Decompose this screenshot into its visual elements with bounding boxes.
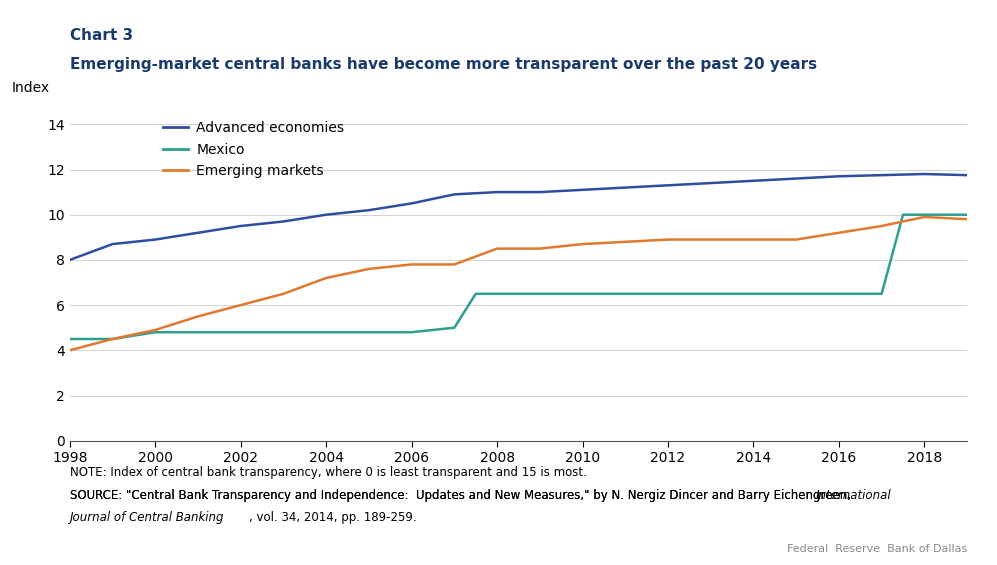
Mexico (107, 336, 119, 342)
Emerging markets (234, 302, 246, 308)
Emerging markets (961, 216, 973, 223)
Mexico (533, 290, 545, 297)
Advanced economies (875, 172, 887, 179)
Advanced economies (533, 189, 545, 195)
Emerging markets (918, 214, 930, 220)
Mexico (791, 290, 803, 297)
Emerging markets (533, 245, 545, 252)
Emerging markets (875, 223, 887, 229)
Text: , vol. 34, 2014, pp. 189-259.: , vol. 34, 2014, pp. 189-259. (249, 511, 417, 524)
Mexico (192, 329, 204, 336)
Emerging markets (748, 236, 760, 243)
Mexico (875, 290, 887, 297)
Advanced economies (961, 172, 973, 179)
Mexico (492, 290, 503, 297)
Mexico (748, 290, 760, 297)
Text: NOTE: Index of central bank transparency, where 0 is least transparent and 15 is: NOTE: Index of central bank transparency… (70, 466, 586, 479)
Advanced economies (449, 191, 461, 198)
Advanced economies (320, 211, 332, 218)
Advanced economies (791, 175, 803, 182)
Emerging markets (192, 313, 204, 320)
Mexico (832, 290, 844, 297)
Emerging markets (576, 241, 588, 247)
Text: Federal  Reserve  Bank of Dallas: Federal Reserve Bank of Dallas (787, 544, 967, 554)
Emerging markets (662, 236, 674, 243)
Mexico (64, 336, 76, 342)
Emerging markets (277, 290, 289, 297)
Mexico (705, 290, 717, 297)
Mexico (662, 290, 674, 297)
Mexico (320, 329, 332, 336)
Line: Emerging markets: Emerging markets (70, 217, 967, 350)
Text: SOURCE: "Central Bank Transparency and Independence:  Updates and New Measures,": SOURCE: "Central Bank Transparency and I… (70, 489, 854, 502)
Advanced economies (107, 241, 119, 247)
Legend: Advanced economies, Mexico, Emerging markets: Advanced economies, Mexico, Emerging mar… (158, 115, 350, 184)
Mexico (277, 329, 289, 336)
Advanced economies (192, 229, 204, 236)
Emerging markets (619, 238, 631, 245)
Line: Mexico: Mexico (70, 215, 967, 339)
Mexico (363, 329, 375, 336)
Advanced economies (492, 189, 503, 195)
Emerging markets (64, 347, 76, 354)
Mexico (897, 211, 909, 218)
Advanced economies (918, 171, 930, 177)
Mexico (234, 329, 246, 336)
Advanced economies (234, 223, 246, 229)
Advanced economies (406, 200, 418, 207)
Text: International: International (816, 489, 891, 502)
Emerging markets (832, 229, 844, 236)
Emerging markets (363, 266, 375, 272)
Text: Index: Index (12, 81, 50, 95)
Mexico (150, 329, 162, 336)
Advanced economies (150, 236, 162, 243)
Mexico (918, 211, 930, 218)
Emerging markets (320, 275, 332, 281)
Text: SOURCE: "Central Bank Transparency and Independence:  Updates and New Measures,": SOURCE: "Central Bank Transparency and I… (70, 489, 854, 502)
Mexico (449, 324, 461, 331)
Line: Advanced economies: Advanced economies (70, 174, 967, 260)
Mexico (961, 211, 973, 218)
Text: Journal of Central Banking: Journal of Central Banking (70, 511, 224, 524)
Advanced economies (832, 173, 844, 180)
Emerging markets (406, 261, 418, 268)
Advanced economies (576, 186, 588, 193)
Text: Emerging-market central banks have become more transparent over the past 20 year: Emerging-market central banks have becom… (70, 56, 817, 72)
Emerging markets (107, 336, 119, 342)
Advanced economies (619, 184, 631, 191)
Advanced economies (748, 177, 760, 184)
Emerging markets (449, 261, 461, 268)
Emerging markets (791, 236, 803, 243)
Mexico (470, 290, 482, 297)
Mexico (576, 290, 588, 297)
Mexico (406, 329, 418, 336)
Emerging markets (150, 327, 162, 333)
Text: Chart 3: Chart 3 (70, 28, 133, 44)
Advanced economies (64, 257, 76, 263)
Advanced economies (705, 180, 717, 186)
Advanced economies (277, 218, 289, 225)
Emerging markets (492, 245, 503, 252)
Mexico (619, 290, 631, 297)
Emerging markets (705, 236, 717, 243)
Advanced economies (662, 182, 674, 189)
Advanced economies (363, 207, 375, 214)
